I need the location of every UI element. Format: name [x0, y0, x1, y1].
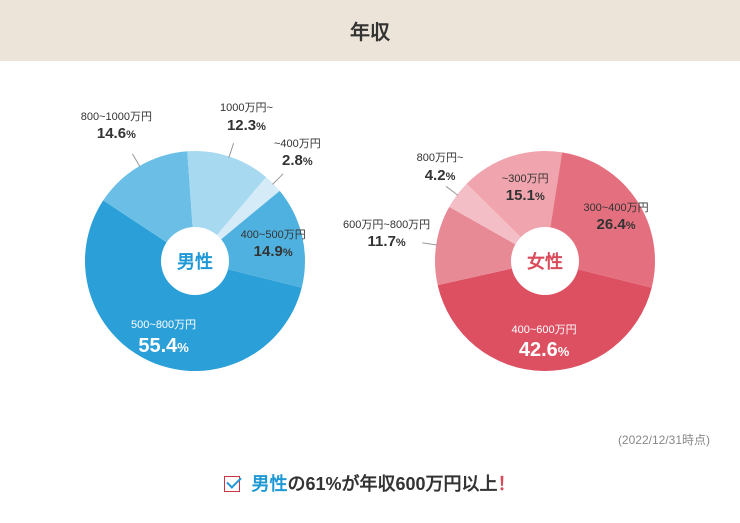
center-label: 男性	[161, 227, 229, 295]
slice-label: 600万円~800万円11.7%	[343, 218, 430, 252]
slice-label: 500~800万円55.4%	[131, 318, 196, 358]
leader-line	[229, 143, 234, 157]
timestamp: (2022/12/31時点)	[0, 431, 740, 458]
footer-strong: 年収600万円以上	[360, 474, 498, 494]
slice-label: 300~400万円26.4%	[583, 201, 648, 235]
charts-row: 500~800万円55.4% 800~1000万円14.6% 1000万円~12.3…	[0, 61, 740, 431]
slice-label: 400~500万円14.9%	[241, 228, 306, 262]
leader-line	[446, 186, 458, 195]
check-icon	[224, 476, 240, 492]
slice-label: ~400万円2.8%	[274, 137, 321, 171]
leader-line	[273, 174, 284, 185]
slice-label: 1000万円~12.3%	[220, 101, 273, 135]
slice-label: ~300万円15.1%	[502, 172, 549, 206]
footer-pre: 男性	[251, 474, 287, 494]
male-chart: 500~800万円55.4% 800~1000万円14.6% 1000万円~12.3…	[35, 101, 355, 421]
page-title: 年収	[0, 0, 740, 61]
leader-line	[132, 154, 140, 167]
female-chart: 400~600万円42.6%600万円~800万円11.7%800万円~4.2%…	[385, 101, 705, 421]
slice-label: 800~1000万円14.6%	[81, 110, 152, 144]
slice-label: 400~600万円42.6%	[512, 323, 577, 363]
center-label: 女性	[511, 227, 579, 295]
footer-summary: 男性の61%が年収600万円以上！	[0, 458, 740, 516]
footer-mid: の61%が	[287, 474, 359, 494]
slice-label: 800万円~4.2%	[417, 151, 464, 185]
footer-excl: ！	[498, 474, 516, 494]
